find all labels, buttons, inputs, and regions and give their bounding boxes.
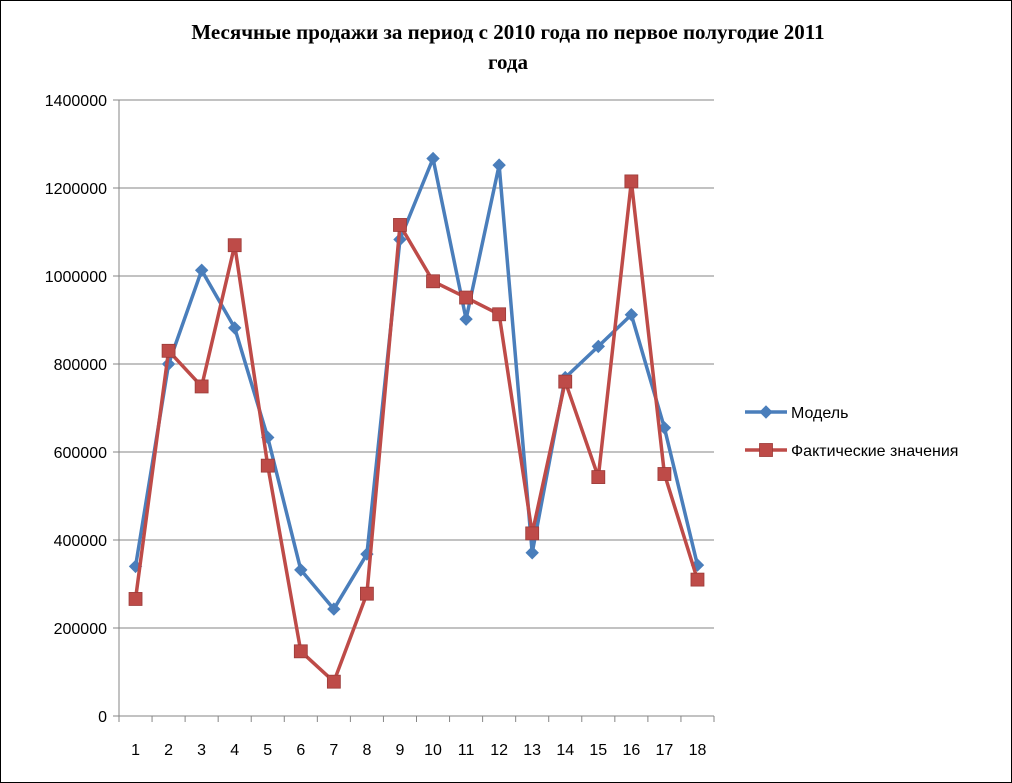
- series-actual: [128, 174, 705, 689]
- series-line: [133, 156, 700, 611]
- data-point-square: [426, 274, 440, 289]
- data-point-diamond: [624, 308, 639, 322]
- y-tick-label: 400000: [54, 533, 107, 550]
- x-tick-label: 11: [458, 742, 475, 759]
- data-point-diamond: [492, 158, 506, 172]
- x-tick-label: 16: [622, 742, 640, 759]
- data-point-square: [260, 458, 275, 473]
- y-tick-label: 600000: [54, 445, 107, 462]
- chart-title: Месячные продажи за период с 2010 года п…: [191, 20, 824, 44]
- legend: Модель Фактические значения: [745, 405, 958, 460]
- data-point-square: [227, 238, 242, 253]
- x-tick-label: 8: [362, 742, 371, 759]
- x-tick-label: 12: [490, 742, 508, 759]
- legend-label: Фактические значения: [791, 443, 958, 460]
- data-point-square: [459, 290, 473, 305]
- y-tick-label: 800000: [54, 357, 107, 374]
- data-point-square: [492, 307, 507, 322]
- x-tick-label: 18: [689, 742, 707, 759]
- data-point-diamond: [227, 321, 242, 335]
- x-tick-label: 15: [589, 742, 607, 759]
- data-point-diamond: [525, 546, 539, 560]
- data-point-diamond: [294, 563, 308, 577]
- y-tick-label: 1400000: [45, 93, 107, 110]
- data-point-square: [657, 467, 672, 481]
- series-line: [133, 179, 700, 684]
- data-point-square: [690, 572, 705, 587]
- data-point-square: [161, 343, 176, 358]
- data-point-square: [525, 526, 540, 541]
- x-tick-label: 2: [164, 742, 173, 759]
- x-tick-label: 6: [296, 742, 305, 759]
- series-lines: [128, 151, 705, 689]
- y-tick-label: 1200000: [45, 181, 107, 198]
- data-point-square: [393, 218, 407, 232]
- series-model: [128, 151, 705, 616]
- legend-marker: [759, 443, 773, 457]
- x-tick-label: 9: [396, 742, 405, 759]
- y-tick-label: 0: [98, 709, 107, 726]
- x-tick-label: 7: [329, 742, 338, 759]
- x-tick-label: 1: [131, 742, 140, 759]
- legend-marker: [759, 405, 773, 419]
- data-point-diamond: [459, 312, 473, 326]
- x-tick-label: 10: [424, 742, 442, 759]
- y-tick-label: 200000: [54, 621, 107, 638]
- data-point-square: [293, 644, 308, 659]
- x-tick-label: 3: [197, 742, 206, 759]
- data-point-square: [360, 586, 374, 601]
- x-tick-label: 5: [263, 742, 272, 759]
- data-point-square: [326, 674, 341, 689]
- data-point-square: [194, 379, 209, 394]
- data-point-diamond: [426, 151, 440, 166]
- data-point-square: [591, 470, 606, 484]
- x-tick-label: 4: [230, 742, 239, 759]
- legend-entry: Фактические значения: [745, 443, 958, 460]
- data-point-square: [558, 374, 573, 389]
- x-tick-label: 14: [556, 742, 574, 759]
- data-point-diamond: [194, 263, 209, 277]
- chart-title-line2: года: [488, 50, 529, 74]
- y-tick-label: 1000000: [45, 269, 107, 286]
- legend-entry: Модель: [745, 405, 848, 422]
- data-point-square: [128, 592, 143, 606]
- data-point-diamond: [327, 602, 341, 616]
- x-tick-label: 13: [523, 742, 541, 759]
- data-point-square: [624, 174, 639, 189]
- axes: 0 200000 400000 600000 800000 1000000 1200000 1…: [45, 93, 715, 759]
- gridlines: [119, 99, 714, 629]
- data-point-diamond: [591, 339, 606, 354]
- x-tick-label: 17: [656, 742, 674, 759]
- legend-label: Модель: [791, 405, 848, 422]
